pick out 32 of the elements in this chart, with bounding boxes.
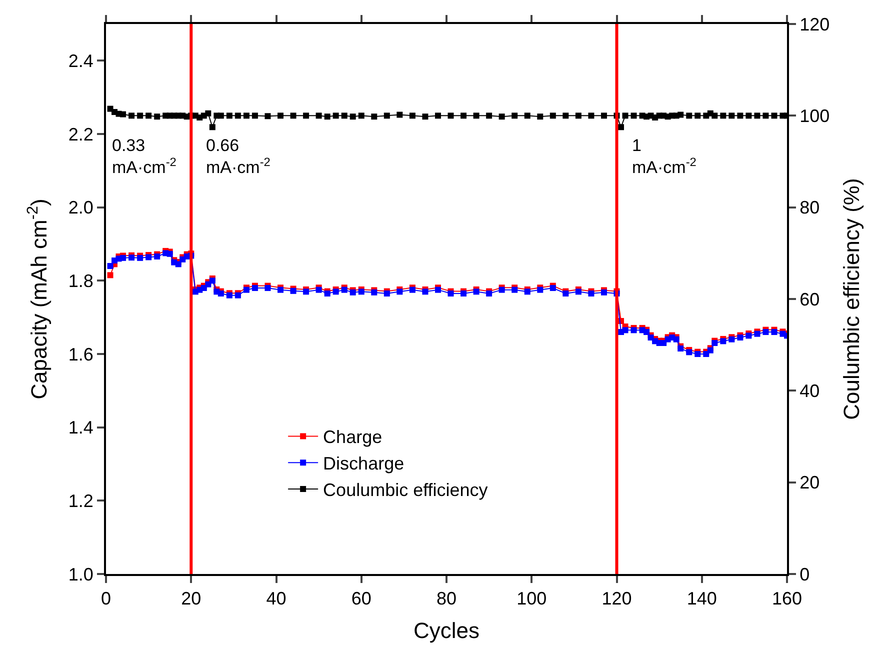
y-tick-label: 2.2	[68, 124, 94, 144]
y2-tick-label: 100	[800, 106, 830, 126]
legend-label: Charge	[323, 427, 382, 448]
y2-tick-label: 80	[800, 198, 820, 218]
y2-tick-label: 60	[800, 289, 820, 310]
y-tick-label: 1.2	[68, 490, 94, 511]
y-tick-label: 1.4	[68, 418, 94, 438]
annotation: 1 mA·cm$^{-2}$	[632, 136, 697, 178]
y-tick-label: 1.8	[68, 270, 94, 291]
annotation: 0.66 mA·cm$^{-2}$	[206, 136, 271, 178]
y2-tick-label: 40	[800, 380, 820, 401]
y2-axis-title: Coulumbic efficiency (%)	[839, 178, 864, 420]
y-tick-label: 1.0	[68, 564, 94, 584]
y2-tick-label: 20	[800, 472, 820, 493]
y2-tick-label: 0	[800, 564, 810, 584]
x-tick-label: 120	[602, 588, 632, 609]
x-tick-label: 80	[436, 588, 457, 609]
legend-label: Discharge	[323, 454, 404, 474]
legend-label: Coulumbic efficiency	[323, 480, 488, 500]
y-tick-label: 1.6	[68, 344, 94, 364]
y-tick-label: 2.0	[68, 198, 94, 218]
annotation: 0.33 mA·cm$^{-2}$	[112, 136, 177, 178]
x-tick-label: 140	[686, 588, 717, 609]
x-axis-title: Cycles	[413, 618, 480, 643]
y2-tick-label: 120	[800, 14, 830, 34]
x-tick-label: 160	[772, 588, 802, 609]
x-tick-label: 0	[100, 588, 112, 609]
x-tick-label: 60	[351, 588, 372, 609]
x-tick-label: 20	[181, 588, 202, 609]
x-tick-label: 100	[516, 588, 547, 609]
y-tick-label: 2.4	[68, 50, 94, 71]
x-tick-label: 40	[266, 588, 286, 609]
